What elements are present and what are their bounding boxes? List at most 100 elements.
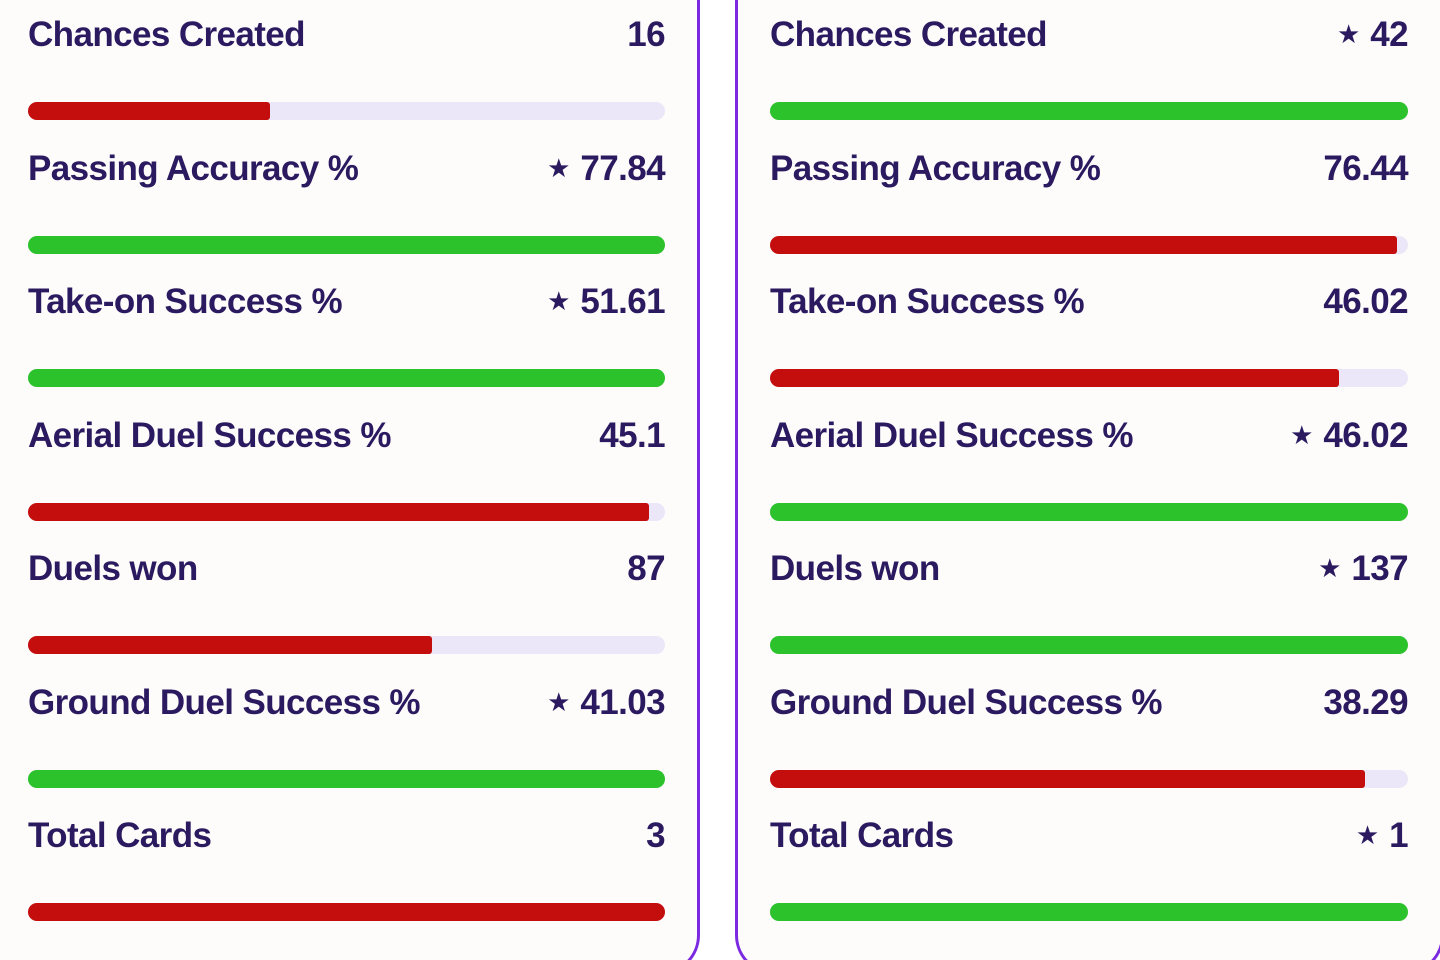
stat-row: Total Cards 3: [28, 816, 666, 950]
stat-bar-fill: [770, 636, 1408, 654]
stat-head: Take-on Success % ★ 51.61: [28, 282, 666, 322]
stat-label: Passing Accuracy %: [28, 148, 359, 188]
stat-row: Duels won 87: [28, 549, 666, 683]
star-icon: ★: [1290, 419, 1314, 450]
stat-head: Ground Duel Success % 38.29: [770, 682, 1409, 723]
star-icon: ★: [1318, 553, 1342, 583]
stat-value: 3: [646, 816, 665, 856]
stat-label: Aerial Duel Success %: [28, 415, 391, 455]
stat-number: 1: [1389, 816, 1408, 855]
star-icon: ★: [547, 686, 571, 717]
stat-bar-track: [28, 502, 665, 521]
stat-bar-fill: [28, 102, 271, 120]
stat-row: Passing Accuracy % 76.44: [770, 148, 1409, 283]
stat-row: Duels won ★ 137: [770, 549, 1409, 683]
stat-row: Ground Duel Success % 38.29: [770, 682, 1409, 817]
stat-bar-fill: [770, 769, 1366, 788]
stat-value: 87: [627, 549, 665, 589]
stat-bar-fill: [28, 636, 433, 654]
stat-row: Passing Accuracy % ★ 77.84: [28, 148, 666, 283]
stat-number: 38.29: [1323, 682, 1408, 722]
stat-row: Total Cards ★ 1: [770, 816, 1409, 950]
right-stats-rows: Chances Created ★ 42 Passing Accuracy % …: [770, 15, 1409, 950]
stat-head: Passing Accuracy % ★ 77.84: [28, 148, 666, 189]
left-stats-card: Chances Created 16 Passing Accuracy % ★ …: [0, 0, 700, 960]
stat-number: 77.84: [580, 148, 665, 188]
stat-number: 16: [627, 15, 665, 54]
stat-number: 46.02: [1323, 415, 1408, 455]
stat-number: 76.44: [1323, 148, 1408, 188]
stat-row: Aerial Duel Success % 45.1: [28, 415, 666, 550]
stat-head: Chances Created ★ 42: [770, 15, 1409, 55]
stat-row: Chances Created 16: [28, 15, 666, 149]
stat-head: Chances Created 16: [28, 15, 666, 55]
stat-bar-track: [28, 102, 665, 120]
stat-bar-track: [28, 636, 665, 654]
left-stats-rows: Chances Created 16 Passing Accuracy % ★ …: [28, 15, 666, 950]
stat-label: Take-on Success %: [28, 282, 343, 321]
stat-head: Duels won 87: [28, 549, 666, 589]
stat-value: ★ 137: [1318, 549, 1409, 589]
stat-head: Duels won ★ 137: [770, 549, 1409, 589]
stat-value: 45.1: [599, 416, 665, 456]
stat-label: Chances Created: [770, 15, 1048, 54]
right-stats-card: Chances Created ★ 42 Passing Accuracy % …: [735, 0, 1440, 960]
stat-bar-fill: [770, 903, 1408, 921]
stat-value: ★ 77.84: [547, 148, 666, 189]
stat-bar-track: [770, 102, 1408, 120]
stat-label: Duels won: [28, 549, 198, 588]
stat-bar-fill: [770, 102, 1408, 120]
stat-label: Ground Duel Success %: [28, 682, 421, 722]
stat-number: 42: [1370, 15, 1408, 54]
stat-value: 16: [627, 15, 665, 55]
stat-row: Ground Duel Success % ★ 41.03: [28, 682, 666, 817]
stat-value: 38.29: [1323, 683, 1408, 723]
stat-row: Take-on Success % ★ 51.61: [28, 282, 666, 416]
stat-bar-fill: [28, 369, 665, 387]
stat-bar-fill: [28, 235, 665, 254]
stat-number: 137: [1351, 549, 1408, 588]
stat-label: Ground Duel Success %: [770, 682, 1163, 722]
stat-head: Total Cards 3: [28, 816, 666, 856]
stat-label: Duels won: [770, 549, 940, 588]
stat-value: ★ 41.03: [547, 682, 666, 723]
stat-label: Total Cards: [770, 816, 954, 855]
stat-bar-track: [28, 369, 665, 387]
stat-label: Passing Accuracy %: [770, 148, 1101, 188]
stat-number: 51.61: [580, 282, 665, 321]
star-icon: ★: [547, 152, 571, 183]
stat-head: Aerial Duel Success % ★ 46.02: [770, 415, 1409, 456]
stat-head: Take-on Success % 46.02: [770, 282, 1409, 322]
stat-head: Passing Accuracy % 76.44: [770, 148, 1409, 189]
stat-label: Total Cards: [28, 816, 212, 855]
stat-label: Chances Created: [28, 15, 306, 54]
stat-number: 46.02: [1323, 282, 1408, 321]
stat-bar-track: [770, 369, 1408, 387]
stat-bar-track: [770, 636, 1408, 654]
stat-bar-fill: [770, 502, 1408, 521]
stat-head: Ground Duel Success % ★ 41.03: [28, 682, 666, 723]
stat-value: ★ 1: [1356, 816, 1409, 856]
star-icon: ★: [1336, 19, 1361, 49]
stat-value: ★ 51.61: [547, 282, 666, 322]
stat-head: Total Cards ★ 1: [770, 816, 1409, 856]
stat-bar-track: [28, 235, 665, 254]
stat-bar-track: [770, 769, 1408, 788]
stat-bar-track: [770, 235, 1408, 254]
stat-row: Chances Created ★ 42: [770, 15, 1409, 149]
stat-number: 45.1: [599, 415, 665, 455]
star-icon: ★: [547, 286, 571, 316]
stat-value: 46.02: [1323, 282, 1408, 322]
stat-value: ★ 42: [1336, 15, 1409, 55]
stat-bar-track: [28, 769, 665, 788]
stat-number: 3: [646, 816, 665, 855]
stat-number: 41.03: [580, 682, 665, 722]
stat-bar-track: [28, 903, 665, 921]
stat-row: Take-on Success % 46.02: [770, 282, 1409, 416]
stat-bar-fill: [28, 502, 650, 521]
stat-bar-fill: [770, 235, 1397, 254]
stat-value: 76.44: [1323, 149, 1408, 189]
stat-bar-fill: [28, 769, 665, 788]
stat-bar-track: [770, 903, 1408, 921]
